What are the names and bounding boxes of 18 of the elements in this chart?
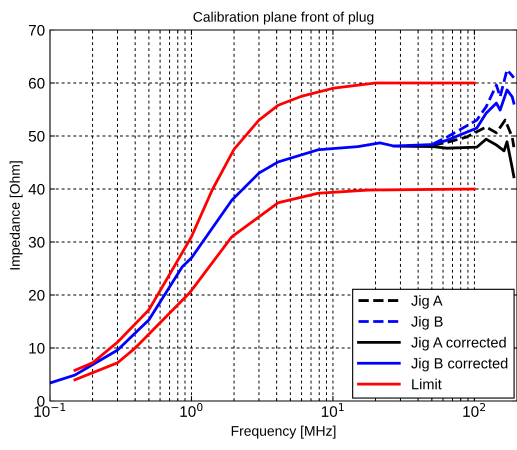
x-tick-label: 10$^{2}$ bbox=[463, 403, 486, 417]
y-tick-label: 20 bbox=[28, 290, 45, 301]
y-axis-title: Impedance [Ohm] bbox=[10, 161, 23, 270]
y-tick-label: 40 bbox=[28, 184, 45, 195]
y-tick-label: 60 bbox=[28, 78, 45, 89]
y-tick-label: 30 bbox=[28, 236, 45, 248]
x-axis-title: Frequency [MHz] bbox=[232, 426, 336, 439]
x-tick-label: 10$^{0}$ bbox=[180, 403, 202, 417]
legend-label: Jig A bbox=[411, 295, 443, 309]
legend-label: Jig A corrected bbox=[411, 336, 506, 350]
y-tick-label: 50 bbox=[28, 130, 45, 142]
x-tick-label: 10$^{1}$ bbox=[322, 403, 344, 417]
chart-title: Calibration plane front of plug bbox=[193, 12, 374, 25]
legend-label: Jig B bbox=[411, 316, 443, 330]
y-tick-label: 10 bbox=[29, 342, 45, 354]
y-tick-label: 70 bbox=[28, 24, 45, 36]
legend-label: Limit bbox=[412, 378, 442, 390]
legend-label: Jig B corrected bbox=[411, 358, 508, 372]
